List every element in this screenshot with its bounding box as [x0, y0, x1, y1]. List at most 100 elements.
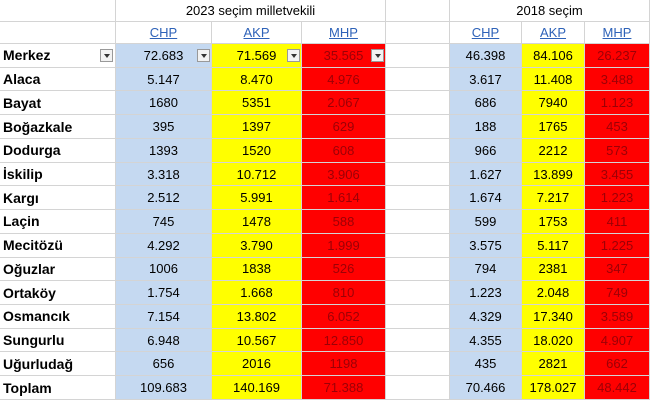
- vote-cell: 453: [585, 115, 650, 139]
- vote-cell: 1765: [522, 115, 585, 139]
- vote-cell: 178.027: [522, 376, 585, 400]
- district-name: Uğurludağ: [0, 352, 116, 377]
- vote-cell: 2821: [522, 352, 585, 377]
- district-name: Sungurlu: [0, 328, 116, 353]
- filter-button[interactable]: [197, 49, 210, 62]
- vote-cell: 35.565: [302, 44, 386, 68]
- filter-button[interactable]: [371, 49, 384, 62]
- blank-cell: [386, 91, 450, 116]
- district-name: İskilip: [0, 162, 116, 187]
- vote-cell: 48.442: [585, 376, 650, 400]
- district-name: Dodurga: [0, 138, 116, 163]
- vote-cell: 3.488: [585, 67, 650, 92]
- vote-cell: 794: [450, 257, 522, 282]
- vote-cell: 1.668: [212, 281, 302, 306]
- district-name: Alaca: [0, 67, 116, 92]
- party-header[interactable]: CHP: [450, 22, 522, 44]
- vote-cell: 46.398: [450, 44, 522, 68]
- vote-cell: 1680: [116, 91, 212, 116]
- vote-cell: 629: [302, 115, 386, 139]
- vote-cell: 1.225: [585, 233, 650, 258]
- vote-cell: 608: [302, 138, 386, 163]
- vote-cell: 4.329: [450, 305, 522, 329]
- vote-cell: 4.355: [450, 328, 522, 353]
- party-header[interactable]: AKP: [522, 22, 585, 44]
- blank-cell: [386, 257, 450, 282]
- district-name: Osmancık: [0, 305, 116, 329]
- blank-cell: [386, 281, 450, 306]
- vote-cell: 17.340: [522, 305, 585, 329]
- vote-cell: 2.512: [116, 186, 212, 211]
- vote-cell: 18.020: [522, 328, 585, 353]
- vote-cell: 2381: [522, 257, 585, 282]
- blank-cell: [386, 305, 450, 329]
- table-title: 2018 seçim: [450, 0, 650, 22]
- vote-cell: 2212: [522, 138, 585, 163]
- blank-cell: [386, 0, 450, 22]
- table-title: 2023 seçim milletvekili: [116, 0, 386, 22]
- vote-cell: 7.217: [522, 186, 585, 211]
- blank-cell: [386, 44, 450, 68]
- vote-cell: 1.627: [450, 162, 522, 187]
- district-name: Oğuzlar: [0, 257, 116, 282]
- vote-cell: 347: [585, 257, 650, 282]
- vote-cell: 1.754: [116, 281, 212, 306]
- vote-cell: 10.712: [212, 162, 302, 187]
- vote-cell: 573: [585, 138, 650, 163]
- vote-cell: 4.292: [116, 233, 212, 258]
- vote-cell: 6.052: [302, 305, 386, 329]
- blank-cell: [386, 186, 450, 211]
- vote-cell: 749: [585, 281, 650, 306]
- blank-cell: [386, 67, 450, 92]
- vote-cell: 26.237: [585, 44, 650, 68]
- party-header[interactable]: MHP: [302, 22, 386, 44]
- blank-cell: [386, 22, 450, 44]
- vote-cell: 662: [585, 352, 650, 377]
- vote-cell: 1.614: [302, 186, 386, 211]
- vote-cell: 3.455: [585, 162, 650, 187]
- vote-cell: 5.117: [522, 233, 585, 258]
- vote-cell: 1006: [116, 257, 212, 282]
- blank-cell: [386, 210, 450, 234]
- vote-cell: 810: [302, 281, 386, 306]
- vote-cell: 745: [116, 210, 212, 234]
- vote-cell: 71.569: [212, 44, 302, 68]
- party-header[interactable]: CHP: [116, 22, 212, 44]
- vote-cell: 2016: [212, 352, 302, 377]
- vote-cell: 70.466: [450, 376, 522, 400]
- vote-cell: 5351: [212, 91, 302, 116]
- filter-button[interactable]: [287, 49, 300, 62]
- district-name: Merkez: [0, 44, 116, 68]
- vote-cell: 71.388: [302, 376, 386, 400]
- vote-cell: 13.899: [522, 162, 585, 187]
- vote-cell: 7.154: [116, 305, 212, 329]
- vote-cell: 109.683: [116, 376, 212, 400]
- blank-cell: [386, 328, 450, 353]
- vote-cell: 3.575: [450, 233, 522, 258]
- blank-cell: [386, 115, 450, 139]
- vote-cell: 5.991: [212, 186, 302, 211]
- vote-cell: 1397: [212, 115, 302, 139]
- vote-cell: 1.674: [450, 186, 522, 211]
- party-header[interactable]: MHP: [585, 22, 650, 44]
- vote-cell: 1753: [522, 210, 585, 234]
- blank-cell: [386, 162, 450, 187]
- vote-cell: 1.223: [450, 281, 522, 306]
- vote-cell: 8.470: [212, 67, 302, 92]
- vote-cell: 4.907: [585, 328, 650, 353]
- district-name: Ortaköy: [0, 281, 116, 306]
- district-name: Boğazkale: [0, 115, 116, 139]
- vote-cell: 2.067: [302, 91, 386, 116]
- vote-cell: 966: [450, 138, 522, 163]
- vote-cell: 3.790: [212, 233, 302, 258]
- filter-button[interactable]: [100, 49, 113, 62]
- party-header[interactable]: AKP: [212, 22, 302, 44]
- vote-cell: 7940: [522, 91, 585, 116]
- vote-cell: 686: [450, 91, 522, 116]
- vote-cell: 10.567: [212, 328, 302, 353]
- vote-cell: 1.999: [302, 233, 386, 258]
- vote-cell: 72.683: [116, 44, 212, 68]
- blank-cell: [386, 233, 450, 258]
- vote-cell: 411: [585, 210, 650, 234]
